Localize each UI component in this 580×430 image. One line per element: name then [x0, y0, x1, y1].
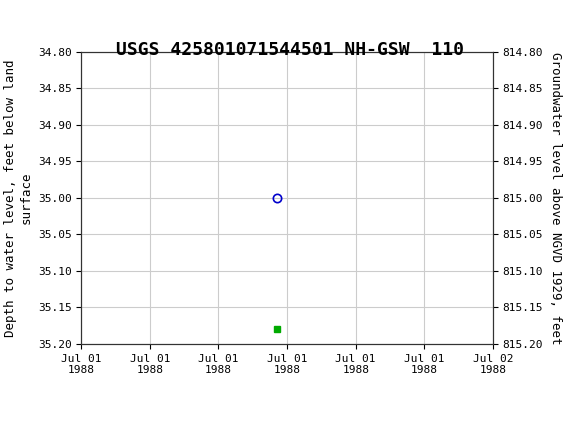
Y-axis label: Groundwater level above NGVD 1929, feet: Groundwater level above NGVD 1929, feet: [549, 52, 562, 344]
Text: ≡USGS: ≡USGS: [6, 10, 82, 29]
Text: USGS 425801071544501 NH-GSW  110: USGS 425801071544501 NH-GSW 110: [116, 41, 464, 59]
Y-axis label: Depth to water level, feet below land
surface: Depth to water level, feet below land su…: [4, 59, 32, 337]
